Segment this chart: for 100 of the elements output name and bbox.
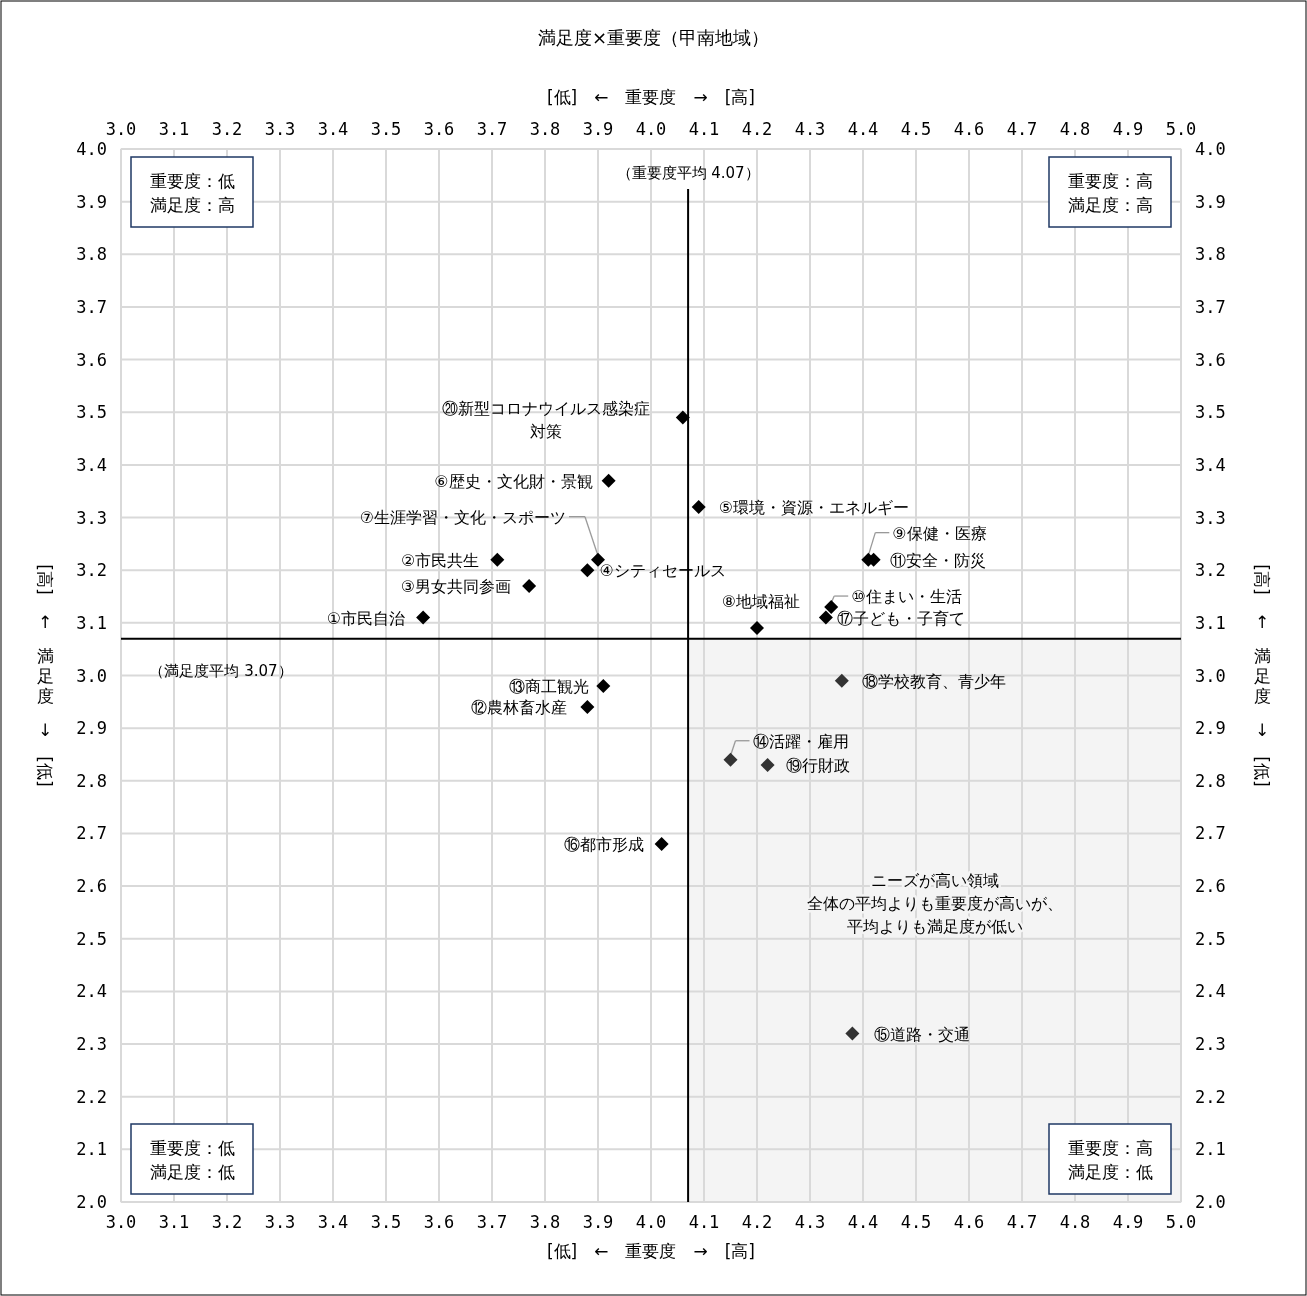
- x-tick-label: 4.3: [794, 1212, 826, 1232]
- series-label: ⑥歴史・文化財・景観: [434, 471, 593, 491]
- point: [750, 621, 764, 636]
- x-tick-label: 3.2: [211, 1212, 243, 1232]
- x2-tick-label: 4.2: [741, 119, 773, 139]
- x2-tick-label: 4.8: [1059, 119, 1091, 139]
- x-tick-label: 3.5: [370, 1212, 402, 1232]
- point: [760, 758, 775, 772]
- y-tick-label: 3.7: [76, 296, 107, 317]
- chart-title: 満足度×重要度（甲南地域）: [537, 27, 770, 48]
- y2-tick-label: 4.0: [1195, 139, 1226, 159]
- x-tick-label: 4.7: [1006, 1212, 1038, 1232]
- y-tick-label: 4.0: [76, 139, 107, 159]
- x2-tick-label: 3.0: [105, 119, 137, 139]
- series-label: ⑳新型コロナウイルス感染症対策: [441, 398, 650, 441]
- x-axis-title: [低] ← 重要度 → [高]: [546, 1241, 756, 1261]
- x-tick-label: 3.1: [158, 1212, 190, 1232]
- point: [845, 1026, 860, 1041]
- x-tick-label: 4.5: [900, 1212, 932, 1232]
- y-tick-label: 3.9: [76, 191, 107, 212]
- x-tick-label: 3.3: [264, 1212, 296, 1232]
- axis-title: [高] ↑ 満足度 ↓ [低]: [1252, 564, 1272, 787]
- point: [654, 836, 669, 851]
- x2-tick-label: 3.5: [370, 119, 402, 139]
- y-tick-label: 3.5: [76, 402, 107, 423]
- y-tick-label: 2.9: [76, 718, 107, 739]
- x2-tick-label: 4.5: [900, 119, 932, 139]
- series-label: ③男女共同参画: [400, 576, 512, 596]
- x2-tick-label: 4.4: [847, 119, 879, 139]
- y-tick-label: 3.4: [76, 454, 107, 475]
- x2-tick-label: 3.3: [264, 119, 296, 139]
- ref-line-label: （重要度平均 4.07）: [616, 164, 760, 182]
- x2-tick-label: 4.6: [953, 119, 985, 139]
- y-tick-label: 2.8: [76, 770, 107, 791]
- x-tick-label: 3.9: [582, 1212, 614, 1232]
- y2-tick-label: 3.8: [1195, 244, 1226, 265]
- point: [522, 579, 537, 593]
- series-label: ⑧地域福祉: [721, 592, 801, 612]
- point: [580, 700, 595, 715]
- y2-tick-label: 3.3: [1195, 507, 1226, 528]
- y2-tick-label: 2.2: [1195, 1086, 1226, 1107]
- y-tick-label: 2.1: [76, 1139, 107, 1160]
- series-label: ⑮道路・交通: [874, 1024, 971, 1044]
- point: [824, 600, 839, 615]
- y2-tick-label: 3.6: [1195, 349, 1226, 370]
- y-tick-label: 3.3: [76, 507, 107, 528]
- x2-tick-label: 4.7: [1006, 119, 1038, 139]
- x2-tick-label: 3.4: [317, 119, 349, 139]
- series-label: ⑨保健・医療: [892, 523, 987, 543]
- y2-tick-label: 2.4: [1195, 981, 1226, 1002]
- point: [723, 752, 738, 767]
- y-tick-label: 3.8: [76, 244, 107, 265]
- series-label: ②市民共生: [400, 550, 480, 570]
- y-tick-label: 3.1: [76, 612, 107, 633]
- y-tick-label: 2.2: [76, 1086, 107, 1107]
- series-label: ⑤環境・資源・エネルギー: [718, 498, 910, 518]
- x-tick-label: 4.4: [847, 1212, 879, 1232]
- x-tick-label: 4.2: [741, 1212, 773, 1232]
- x-tick-label: 3.6: [423, 1212, 455, 1232]
- annotation: 全体の平均よりも重要度が高いが、: [806, 894, 1063, 914]
- y2-tick-label: 3.0: [1195, 665, 1226, 686]
- y2-tick-label: 2.5: [1195, 928, 1226, 949]
- x2-tick-label: 4.3: [794, 119, 826, 139]
- point: [691, 500, 706, 515]
- x2-tick-label: 5.0: [1165, 119, 1197, 139]
- x2-tick-label: 4.9: [1112, 119, 1144, 139]
- x2-tick-label: 3.2: [211, 119, 243, 139]
- x2-axis-title: [低] ← 重要度 → [高]: [546, 87, 756, 107]
- ref-line-label: （満足度平均 3.07）: [149, 661, 293, 680]
- y2-tick-label: 2.6: [1195, 876, 1226, 897]
- text: ⑦生涯学習・文化・スポーツ: [359, 507, 566, 527]
- point: [490, 552, 505, 567]
- x-tick-label: 4.6: [953, 1212, 985, 1232]
- series-label: ⑲行財政: [785, 756, 850, 776]
- x-tick-label: 4.0: [635, 1212, 667, 1232]
- annotation: 平均よりも満足度が低い: [846, 917, 1023, 937]
- annotation: 重要度：低: [149, 171, 235, 191]
- y-tick-label: 2.7: [76, 823, 107, 844]
- annotation: 重要度：高: [1067, 1138, 1153, 1158]
- y2-tick-label: 3.5: [1195, 402, 1226, 423]
- annotation: 満足度：低: [149, 1162, 235, 1182]
- x-tick-label: 4.8: [1059, 1212, 1091, 1232]
- x2-tick-label: 4.1: [688, 119, 720, 139]
- series-label: ①市民自治: [326, 608, 406, 628]
- point: [834, 673, 849, 688]
- y-tick-label: 2.4: [76, 981, 107, 1002]
- y-tick-label: 3.0: [76, 665, 107, 686]
- y2-tick-label: 3.1: [1195, 612, 1226, 633]
- x-tick-label: 3.4: [317, 1212, 349, 1232]
- series-label: ⑰子ども・子育て: [836, 608, 965, 628]
- y2-tick-label: 2.3: [1195, 1034, 1226, 1055]
- y2-tick-label: 2.9: [1195, 718, 1226, 739]
- point: [675, 410, 690, 425]
- point: [580, 563, 595, 578]
- series-label: ⑯都市形成: [563, 834, 644, 854]
- point: [818, 610, 833, 625]
- y-tick-label: 2.5: [76, 928, 107, 949]
- x2-tick-label: 3.6: [423, 119, 455, 139]
- y-tick-label: 2.6: [76, 876, 107, 897]
- x-tick-label: 4.1: [688, 1212, 720, 1232]
